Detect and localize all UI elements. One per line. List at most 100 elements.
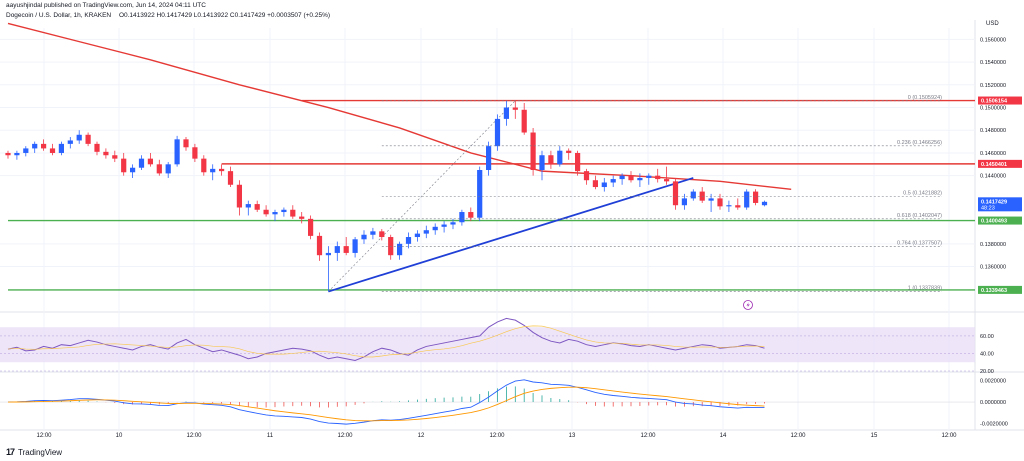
- candle-body: [147, 158, 153, 165]
- candle-body: [299, 216, 305, 219]
- rsi-tick-label: 20.00: [980, 369, 994, 375]
- candle-body: [103, 151, 109, 156]
- x-tick-label: 11: [267, 433, 274, 439]
- x-tick-label: 13: [569, 433, 576, 439]
- fib-level-label: 0.618 (0.1402047): [897, 213, 942, 219]
- candle-body: [592, 180, 598, 188]
- price-tick-label: 0.1380000: [980, 242, 1006, 248]
- x-tick-label: 12: [418, 433, 425, 439]
- price-badge-label: 0.1417429: [981, 199, 1007, 205]
- candle-body: [761, 201, 768, 206]
- candle-body: [735, 205, 741, 208]
- tradingview-logo-icon: 17: [6, 447, 15, 457]
- x-tick-label: 12:00: [337, 433, 353, 439]
- candle-body: [414, 233, 420, 238]
- candle-body: [183, 139, 189, 148]
- candle-body: [130, 167, 136, 173]
- candle-body: [156, 164, 162, 174]
- macd-tick-label: 0.0020000: [980, 378, 1006, 384]
- price-badge-label: 0.1450401: [981, 162, 1007, 168]
- candle-body: [690, 191, 696, 199]
- candle-body: [681, 198, 687, 206]
- x-tick-label: 15: [871, 433, 878, 439]
- candle-body: [58, 143, 64, 153]
- candle-body: [708, 198, 714, 201]
- candle-body: [726, 205, 732, 207]
- lightning-glyph: [746, 302, 750, 308]
- candle-body: [219, 168, 225, 172]
- candle-body: [557, 150, 563, 165]
- candle-body: [165, 164, 171, 174]
- fib-level-label: 0.5 (0.1421882): [903, 190, 942, 196]
- candle-body: [672, 181, 679, 206]
- ohlc-line: O0.1413922 H0.1417429 L0.1413922 C0.1417…: [118, 12, 331, 19]
- candle-body: [281, 209, 287, 213]
- candle-body: [664, 179, 670, 182]
- candle-body: [325, 252, 331, 256]
- candle-body: [405, 237, 412, 244]
- x-tick-label: 14: [720, 433, 727, 439]
- candle-body: [521, 109, 527, 133]
- macd-tick-label: -0.0020000: [980, 422, 1008, 428]
- candle-body: [94, 143, 100, 152]
- time-axis: 12:00 10 12:00 11 12:00 12 12:00 13 12:00 14 12:00…: [36, 433, 957, 439]
- candle-body: [192, 147, 198, 159]
- candle-body: [343, 246, 349, 253]
- candle-body: [397, 243, 403, 256]
- currency-label: USD: [986, 21, 999, 27]
- rsi-band: [0, 327, 975, 363]
- rsi-panel: 60.00 40.00 20.00: [0, 317, 994, 375]
- x-tick-label: 12:00: [790, 433, 806, 439]
- price-badge: [978, 96, 1022, 105]
- fib-level-label: 0.236 (0.1466256): [897, 140, 942, 146]
- candle-body: [628, 175, 634, 181]
- rsi-line: [7, 317, 765, 361]
- candle-body: [655, 175, 661, 180]
- rsi-ma-line: [7, 325, 765, 358]
- candles: [5, 100, 768, 292]
- candle-body: [210, 168, 216, 173]
- price-tick-label: 0.1540000: [980, 60, 1006, 66]
- x-tick-label: 10: [116, 433, 123, 439]
- candle-body: [236, 184, 242, 208]
- price-badge: [978, 216, 1022, 225]
- candle-body: [610, 179, 616, 183]
- brand[interactable]: 17 TradingView: [6, 447, 62, 457]
- price-badge-label: 0.1339463: [981, 288, 1007, 294]
- rsi-tick-label: 40.00: [980, 351, 994, 357]
- price-badge-countdown: 48:23: [981, 205, 995, 211]
- candle-body: [41, 143, 47, 149]
- candle-body: [67, 140, 73, 144]
- candle-body: [619, 175, 625, 180]
- ma-line: [7, 22, 792, 191]
- candle-body: [370, 231, 376, 235]
- candle-body: [601, 182, 607, 188]
- price-tick-label: 0.1520000: [980, 83, 1006, 89]
- x-tick-label: 12:00: [941, 433, 957, 439]
- candle-body: [308, 218, 314, 236]
- candle-body: [379, 231, 385, 238]
- candle-body: [459, 212, 465, 223]
- price-tick-label: 0.1440000: [980, 174, 1006, 180]
- price-tick-label: 0.1500000: [980, 106, 1006, 112]
- price-badge-label: 0.1506154: [981, 99, 1008, 105]
- candle-body: [49, 148, 56, 153]
- fib-level-label: 0.764 (0.1377507): [897, 241, 942, 247]
- candle-body: [201, 158, 207, 173]
- fib-level-label: 0 (0.1505924): [908, 95, 942, 101]
- candle-body: [423, 230, 429, 234]
- candle-body: [138, 158, 145, 168]
- candle-body: [388, 237, 394, 256]
- x-tick-label: 12:00: [186, 433, 202, 439]
- candle-body: [272, 212, 278, 215]
- candle-body: [575, 152, 581, 172]
- symbol-line: Dogecoin / U.S. Dollar, 1h, KRAKEN: [6, 12, 112, 19]
- x-tick-label: 12:00: [36, 433, 52, 439]
- candle-body: [174, 139, 180, 165]
- candle-body: [14, 152, 20, 156]
- candle-body: [245, 204, 251, 208]
- candle-body: [432, 226, 438, 231]
- candle-body: [646, 175, 652, 178]
- candle-body: [566, 150, 572, 153]
